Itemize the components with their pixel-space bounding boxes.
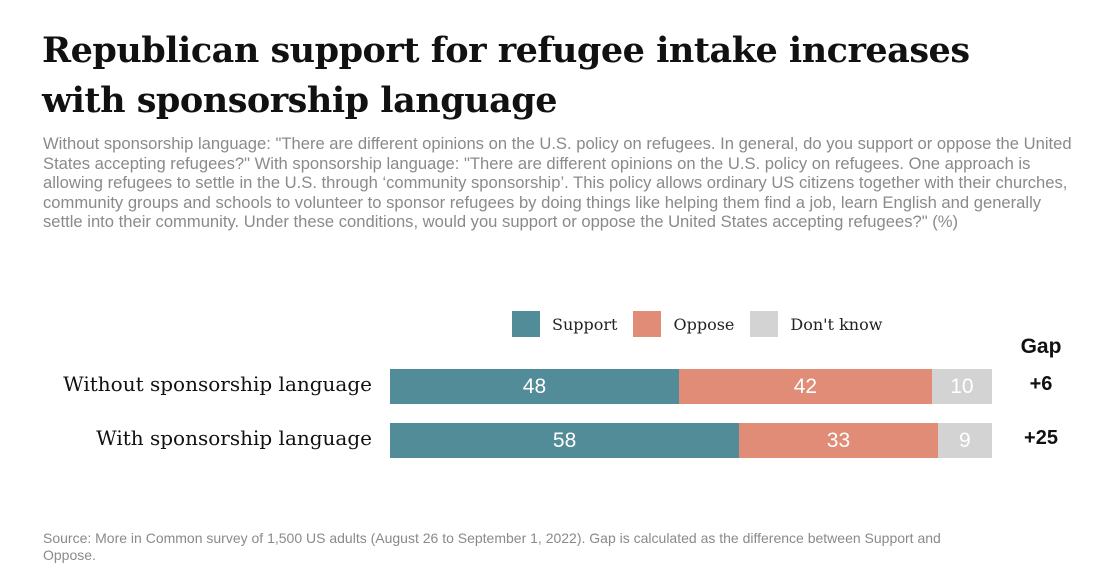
row-label: With sponsorship language bbox=[96, 426, 372, 450]
legend-swatch-dont-know bbox=[750, 311, 779, 337]
data-label: 10 bbox=[950, 374, 974, 398]
bar-segment-dont-know: 9 bbox=[937, 423, 992, 458]
stacked-bar: 48 42 10 bbox=[390, 369, 992, 404]
data-label: 58 bbox=[552, 428, 577, 452]
data-label: 33 bbox=[826, 428, 851, 452]
gap-value: +25 bbox=[1024, 427, 1058, 449]
gap-value: +6 bbox=[1029, 373, 1053, 395]
data-label: 42 bbox=[793, 374, 818, 398]
legend-label-support: Support bbox=[552, 314, 618, 334]
chart-subtitle: Without sponsorship language: "There are… bbox=[43, 134, 1072, 231]
legend-label-oppose: Oppose bbox=[673, 314, 735, 334]
bar-segment-dont-know: 10 bbox=[931, 369, 992, 404]
data-label: 9 bbox=[959, 428, 971, 452]
row-label: Without sponsorship language bbox=[63, 372, 372, 396]
legend-swatch-oppose bbox=[633, 311, 662, 337]
bar-segment-oppose: 33 bbox=[739, 423, 938, 458]
chart-legend: Support Oppose Don't know bbox=[512, 311, 898, 337]
source-note: Source: More in Common survey of 1,500 U… bbox=[43, 530, 941, 563]
gap-column-header: Gap bbox=[1020, 335, 1062, 358]
legend-item-dont-know: Don't know bbox=[750, 311, 882, 337]
bar-segment-oppose: 42 bbox=[678, 369, 932, 404]
stacked-bar: 58 33 9 bbox=[390, 423, 992, 458]
legend-item-support: Support bbox=[512, 311, 617, 337]
data-label: 48 bbox=[522, 374, 547, 398]
bar-segment-support: 58 bbox=[390, 423, 740, 458]
chart-title: Republican support for refugee intake in… bbox=[42, 30, 970, 121]
bar-segment-support: 48 bbox=[390, 369, 679, 404]
legend-swatch-support bbox=[512, 311, 540, 337]
legend-item-oppose: Oppose bbox=[633, 311, 734, 337]
legend-label-dont-know: Don't know bbox=[790, 314, 883, 334]
